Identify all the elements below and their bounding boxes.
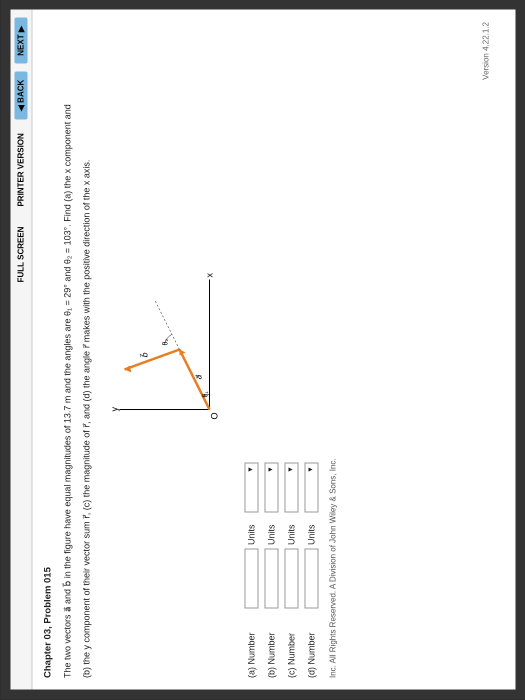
answer-d-input[interactable] (304, 549, 318, 609)
units-b-label: Units (266, 517, 276, 545)
answer-b-input[interactable] (264, 549, 278, 609)
answer-b-label: (b) Number (266, 613, 276, 678)
answer-a-input[interactable] (244, 549, 258, 609)
vector-diagram: y x O a⃗ b⃗ θ₁ θ₂ (109, 270, 229, 430)
answer-row-d: (d) Number Units ▼ (304, 22, 318, 678)
answer-a-label: (a) Number (246, 613, 256, 678)
units-c-label: Units (286, 517, 296, 545)
problem-window: FULL SCREEN PRINTER VERSION ◀ BACK NEXT … (10, 10, 515, 690)
printer-button[interactable]: PRINTER VERSION (14, 127, 27, 212)
problem-text-1: The two vectors a⃗ and b⃗ in the figure … (61, 22, 75, 678)
vector-b-label: b⃗ (139, 353, 149, 358)
vector-a-label: a⃗ (194, 375, 203, 380)
units-a-label: Units (246, 517, 256, 545)
answer-row-b: (b) Number Units ▼ (264, 22, 278, 678)
units-d-select[interactable]: ▼ (304, 463, 318, 513)
fullscreen-button[interactable]: FULL SCREEN (14, 221, 27, 289)
header-bar: FULL SCREEN PRINTER VERSION ◀ BACK NEXT … (10, 10, 32, 690)
answer-row-c: (c) Number Units ▼ (284, 22, 298, 678)
answer-d-label: (d) Number (306, 613, 316, 678)
units-c-select[interactable]: ▼ (284, 463, 298, 513)
next-button[interactable]: NEXT ▶ (14, 18, 27, 64)
copyright-text: Inc. All Rights Reserved. A Division of … (328, 22, 337, 678)
content-area: Chapter 03, Problem 015 The two vectors … (32, 10, 347, 690)
answer-c-label: (c) Number (286, 613, 296, 678)
axis-x-label: x (204, 273, 214, 278)
units-b-select[interactable]: ▼ (264, 463, 278, 513)
origin-label: O (209, 413, 219, 420)
problem-text-2: (b) the y component of their vector sum … (81, 22, 95, 678)
units-a-select[interactable]: ▼ (244, 463, 258, 513)
axis-y-label: y (109, 407, 119, 412)
theta2-label: θ₂ (162, 339, 169, 346)
version-text: Version 4.22.1.2 (481, 22, 490, 80)
answer-c-input[interactable] (284, 549, 298, 609)
chapter-title: Chapter 03, Problem 015 (42, 22, 53, 678)
answer-row-a: (a) Number Units ▼ (244, 22, 258, 678)
theta1-label: θ₁ (202, 391, 209, 398)
back-button[interactable]: ◀ BACK (14, 72, 27, 119)
units-d-label: Units (306, 517, 316, 545)
